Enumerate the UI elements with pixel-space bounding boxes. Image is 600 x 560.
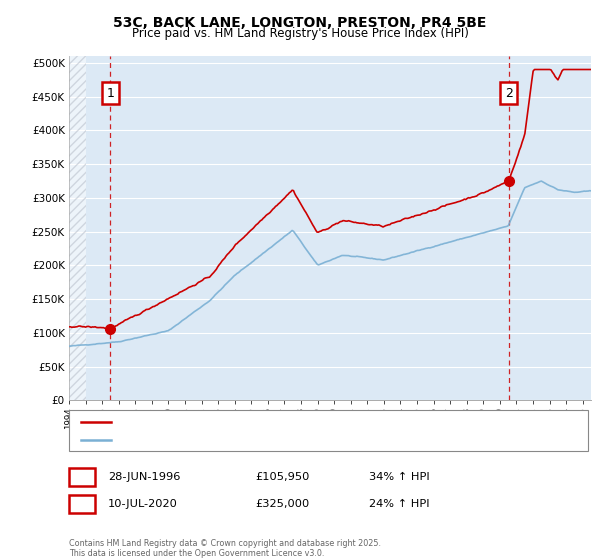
Text: £105,950: £105,950: [255, 472, 310, 482]
Text: Price paid vs. HM Land Registry's House Price Index (HPI): Price paid vs. HM Land Registry's House …: [131, 27, 469, 40]
Text: 24% ↑ HPI: 24% ↑ HPI: [369, 499, 430, 509]
Text: 28-JUN-1996: 28-JUN-1996: [108, 472, 181, 482]
Text: 53C, BACK LANE, LONGTON, PRESTON, PR4 5BE: 53C, BACK LANE, LONGTON, PRESTON, PR4 5B…: [113, 16, 487, 30]
Text: £325,000: £325,000: [255, 499, 309, 509]
Text: 10-JUL-2020: 10-JUL-2020: [108, 499, 178, 509]
Text: 34% ↑ HPI: 34% ↑ HPI: [369, 472, 430, 482]
Text: 1: 1: [78, 470, 86, 484]
Text: 1: 1: [106, 87, 115, 100]
Text: HPI: Average price, detached house, South Ribble: HPI: Average price, detached house, Sout…: [120, 435, 379, 445]
Text: Contains HM Land Registry data © Crown copyright and database right 2025.
This d: Contains HM Land Registry data © Crown c…: [69, 539, 381, 558]
Text: 53C, BACK LANE, LONGTON, PRESTON, PR4 5BE (detached house): 53C, BACK LANE, LONGTON, PRESTON, PR4 5B…: [120, 417, 464, 427]
Text: 2: 2: [78, 497, 86, 511]
Text: 2: 2: [505, 87, 513, 100]
